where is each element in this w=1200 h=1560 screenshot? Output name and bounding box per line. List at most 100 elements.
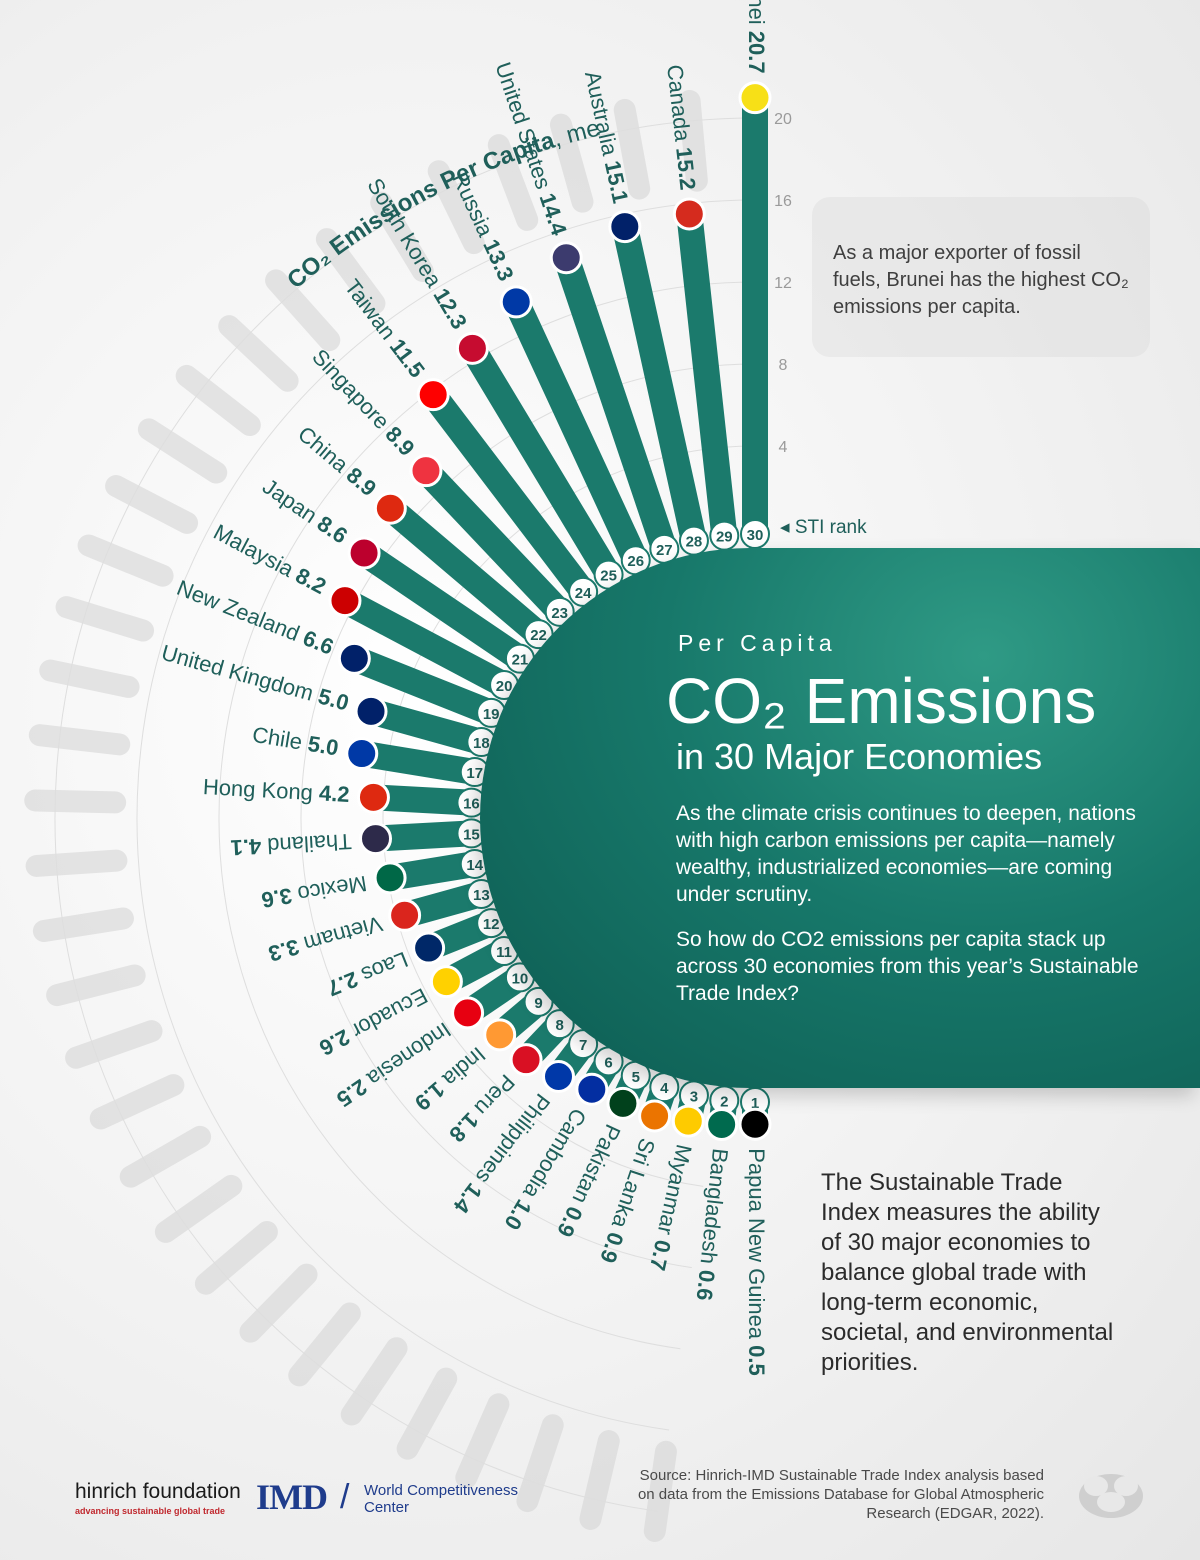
ghost-bar xyxy=(46,964,146,1007)
source-note: Source: Hinrich-IMD Sustainable Trade In… xyxy=(637,1467,1044,1522)
flag-icon xyxy=(483,1018,517,1052)
bar xyxy=(505,294,647,568)
hinrich-tagline: advancing sustainable global trade xyxy=(75,1506,226,1516)
flag-icon xyxy=(451,996,485,1030)
ghost-bar xyxy=(239,1263,318,1343)
ghost-bar xyxy=(218,315,299,392)
axis-tick-label: 20 xyxy=(774,111,792,128)
country-name: Vietnam xyxy=(295,911,385,958)
value-label: 5.0 xyxy=(316,683,352,715)
ghost-bar xyxy=(55,596,155,642)
country-name: Japan xyxy=(258,473,327,531)
axis-tick-label: 12 xyxy=(774,275,792,292)
flag-icon xyxy=(337,641,371,675)
bar xyxy=(382,851,482,890)
rank-number: 6 xyxy=(604,1054,612,1071)
flag-icon xyxy=(345,737,379,771)
bar-label: Taiwan 11.5 xyxy=(340,274,430,382)
axis-tick-label: 8 xyxy=(779,357,788,374)
bar-label: Malaysia 8.2 xyxy=(210,519,331,599)
ghost-bar xyxy=(340,1337,408,1426)
country-name: Bangladesh xyxy=(695,1147,733,1271)
flag-icon xyxy=(549,241,583,275)
ghost-bar xyxy=(28,724,131,756)
flag-icon xyxy=(541,1059,575,1093)
flag-icon xyxy=(409,454,443,488)
rank-number: 30 xyxy=(747,527,764,544)
value-label: 0.6 xyxy=(692,1269,720,1302)
ghost-bar xyxy=(396,1367,458,1460)
publisher-logo-icon xyxy=(1079,1474,1143,1518)
ghost-bar xyxy=(154,1174,243,1243)
panel-subtitle: Per Capita xyxy=(678,630,837,656)
flag-icon xyxy=(328,584,362,618)
bar xyxy=(417,462,569,621)
bar-label: Brunei 20.7 xyxy=(744,0,769,74)
country-name: Myanmar xyxy=(652,1142,697,1243)
panel-intro: As the climate crisis continues to deepe… xyxy=(676,802,1136,906)
country-name: Canada xyxy=(662,63,696,148)
rank-number: 18 xyxy=(473,735,490,752)
rank-number: 28 xyxy=(686,534,703,551)
rank-number: 15 xyxy=(463,826,480,843)
bar xyxy=(462,340,619,583)
gridline-arcs xyxy=(54,117,756,1512)
value-label: 3.6 xyxy=(260,883,294,913)
country-name: New Zealand xyxy=(174,575,309,648)
rank-number: 26 xyxy=(627,553,644,570)
ghost-bar xyxy=(315,228,386,315)
ghost-bar xyxy=(487,134,539,231)
rank-number: 17 xyxy=(466,765,483,782)
bar-label: China 8.9 xyxy=(293,421,381,501)
ghost-bar xyxy=(77,534,174,587)
bar-label: Hong Kong 4.2 xyxy=(202,774,350,807)
flag-icon xyxy=(373,861,407,895)
sti-description: The Sustainable Trade Index measures the… xyxy=(821,1169,1114,1376)
bar-label: Japan 8.6 xyxy=(258,473,352,548)
bar xyxy=(397,882,489,927)
rank-number: 1 xyxy=(751,1095,759,1112)
flag-icon xyxy=(671,1104,705,1138)
bar xyxy=(366,784,479,816)
country-name: Thailand xyxy=(261,829,353,859)
gridline-arc xyxy=(218,281,756,1350)
rank-number: 2 xyxy=(720,1093,728,1110)
ghost-bar xyxy=(32,907,134,943)
ghost-bar xyxy=(175,364,261,437)
panel-title-2: in 30 Major Economies xyxy=(676,736,1043,777)
bar xyxy=(676,206,737,543)
bar-label: Chile 5.0 xyxy=(251,722,341,761)
gridline-arc xyxy=(136,199,756,1431)
hinrich-foundation-logo: hinrich foundation xyxy=(75,1480,241,1503)
ghost-bar xyxy=(119,1125,212,1188)
ghost-bar xyxy=(194,1220,278,1295)
flag-icon xyxy=(388,898,422,932)
ghost-bar xyxy=(137,418,228,484)
bar xyxy=(354,741,482,785)
rank-number: 12 xyxy=(483,916,500,933)
bar xyxy=(613,219,706,548)
value-label: 13.3 xyxy=(478,235,519,284)
title-panel xyxy=(480,548,1200,1088)
flag-icon xyxy=(638,1099,672,1133)
value-label: 15.2 xyxy=(671,146,700,191)
ghost-bar xyxy=(613,98,651,200)
country-name: Laos xyxy=(352,947,411,990)
imd-slash: / xyxy=(340,1478,350,1516)
panel-title: CO₂ Emissions xyxy=(666,665,1097,737)
value-label: 0.5 xyxy=(744,1345,769,1376)
bar xyxy=(337,590,512,696)
ghost-bar xyxy=(516,1414,564,1513)
bar xyxy=(368,820,479,852)
ghost-bar xyxy=(455,1393,510,1489)
flag-icon xyxy=(354,694,388,728)
rank-number: 13 xyxy=(473,887,490,904)
ghost-bar xyxy=(643,1440,677,1542)
flag-icon xyxy=(575,1072,609,1106)
flag-icon xyxy=(606,1086,640,1120)
country-name: Chile xyxy=(251,722,311,756)
rank-number: 23 xyxy=(551,605,568,622)
flag-icon xyxy=(509,1043,543,1077)
country-name: Mexico xyxy=(290,871,369,908)
